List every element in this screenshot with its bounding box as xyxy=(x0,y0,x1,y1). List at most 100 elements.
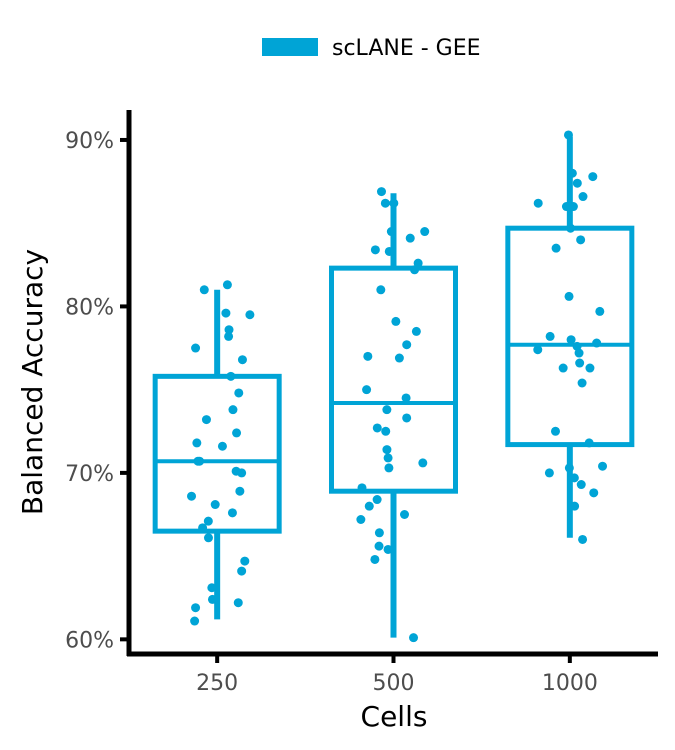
data-point xyxy=(191,603,201,613)
data-point xyxy=(210,500,220,510)
data-point xyxy=(410,265,420,275)
data-point xyxy=(533,198,543,208)
data-point xyxy=(382,445,392,455)
data-point xyxy=(569,473,579,483)
x-axis-title: Cells xyxy=(361,700,428,733)
data-point xyxy=(418,458,428,468)
data-point xyxy=(400,510,410,520)
x-tick-label: 1000 xyxy=(542,671,598,696)
data-point xyxy=(372,423,382,433)
data-point xyxy=(227,508,237,518)
data-point xyxy=(405,233,415,243)
data-point xyxy=(235,486,245,496)
data-point xyxy=(201,415,211,425)
data-point xyxy=(221,308,231,318)
data-point xyxy=(585,363,595,373)
y-tick-label: 70% xyxy=(65,462,114,487)
data-point xyxy=(588,172,598,182)
data-point xyxy=(222,280,232,290)
data-point xyxy=(199,285,209,295)
data-point xyxy=(420,227,430,237)
data-point xyxy=(551,243,561,253)
data-point xyxy=(228,405,238,415)
data-point xyxy=(402,340,412,350)
box-iqr xyxy=(329,265,458,494)
data-point xyxy=(576,480,586,490)
x-tick-label: 500 xyxy=(373,671,415,696)
data-point xyxy=(187,491,197,501)
data-point xyxy=(572,178,582,188)
data-point xyxy=(574,348,584,358)
data-point xyxy=(233,598,243,608)
data-point xyxy=(578,534,588,544)
data-point xyxy=(380,198,390,208)
data-point xyxy=(191,343,201,353)
data-point xyxy=(356,514,366,524)
data-point xyxy=(363,351,373,361)
data-point xyxy=(374,528,384,538)
legend-swatch xyxy=(262,38,318,56)
data-point xyxy=(391,316,401,326)
data-point xyxy=(198,523,208,533)
data-point xyxy=(383,453,393,463)
box-250 xyxy=(152,289,282,620)
data-point xyxy=(207,583,217,593)
data-point xyxy=(394,353,404,363)
axes: 60% 70% 80% 90% 250 500 1000 xyxy=(65,110,658,696)
data-point xyxy=(558,363,568,373)
data-point xyxy=(401,393,411,403)
data-point xyxy=(237,566,247,576)
data-point xyxy=(563,130,573,140)
data-point xyxy=(402,413,412,423)
data-point xyxy=(384,246,394,256)
data-point xyxy=(364,501,374,511)
legend: scLANE - GEE xyxy=(262,36,481,61)
data-point xyxy=(584,438,594,448)
data-point xyxy=(232,428,242,438)
data-point xyxy=(376,285,386,295)
data-point xyxy=(192,438,202,448)
data-point xyxy=(226,371,236,381)
data-point xyxy=(224,325,234,335)
data-point xyxy=(370,245,380,255)
data-point xyxy=(382,405,392,415)
data-point xyxy=(566,223,576,233)
data-point xyxy=(544,468,554,478)
data-point xyxy=(561,202,571,212)
data-point xyxy=(384,463,394,473)
data-point xyxy=(545,331,555,341)
data-point xyxy=(386,227,396,237)
data-point xyxy=(193,456,203,466)
data-point xyxy=(383,544,393,554)
data-point xyxy=(240,556,250,566)
data-point xyxy=(564,463,574,473)
data-point xyxy=(381,426,391,436)
data-point xyxy=(237,468,247,478)
data-point xyxy=(550,426,560,436)
data-point xyxy=(203,516,213,526)
data-point xyxy=(568,202,578,212)
data-point xyxy=(598,461,608,471)
data-point xyxy=(370,554,380,564)
data-point xyxy=(592,338,602,348)
box-iqr xyxy=(152,373,282,534)
data-point xyxy=(374,541,384,551)
data-point xyxy=(578,192,588,202)
y-tick-label: 80% xyxy=(65,295,114,320)
data-point xyxy=(207,594,217,604)
data-point xyxy=(576,235,586,245)
data-point xyxy=(376,187,386,197)
data-point xyxy=(389,198,399,208)
legend-label: scLANE - GEE xyxy=(332,36,481,61)
box-500 xyxy=(329,193,458,638)
data-point xyxy=(577,378,587,388)
data-point xyxy=(362,385,372,395)
data-point xyxy=(595,306,605,316)
data-point xyxy=(567,168,577,178)
data-point xyxy=(533,345,543,355)
data-point xyxy=(411,326,421,336)
data-point xyxy=(413,258,423,268)
data-point xyxy=(234,388,244,398)
x-tick-label: 250 xyxy=(196,671,238,696)
